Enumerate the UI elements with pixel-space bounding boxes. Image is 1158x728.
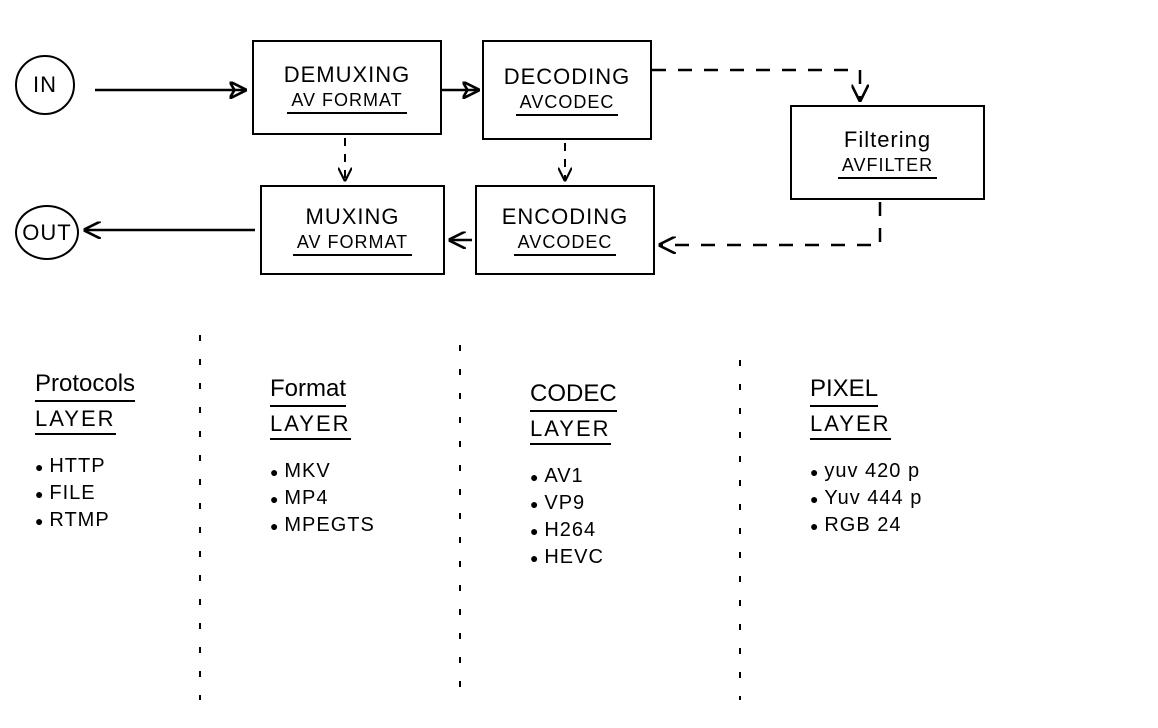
node-encoding: ENCODING AVCODEC: [475, 185, 655, 275]
io-out: OUT: [15, 205, 79, 260]
list-item: H264: [530, 519, 617, 542]
list-item: RGB 24: [810, 514, 922, 537]
layer-codec: CODEC LAYER AV1 VP9 H264 HEVC: [530, 380, 617, 573]
node-encoding-title: ENCODING: [502, 204, 629, 230]
layer-format-sub: LAYER: [270, 411, 351, 440]
layer-codec-list: AV1 VP9 H264 HEVC: [530, 465, 617, 569]
list-item: FILE: [35, 482, 135, 505]
node-demuxing-title: DEMUXING: [284, 62, 411, 88]
list-item: HTTP: [35, 455, 135, 478]
layer-protocols-sub: LAYER: [35, 406, 116, 435]
node-filtering-title: Filtering: [844, 127, 931, 153]
layer-protocols: Protocols LAYER HTTP FILE RTMP: [35, 370, 135, 536]
list-item: HEVC: [530, 546, 617, 569]
layer-pixel-heading: PIXEL: [810, 375, 878, 407]
layer-protocols-list: HTTP FILE RTMP: [35, 455, 135, 532]
node-filtering-lib: AVFILTER: [838, 155, 937, 179]
layer-codec-sub: LAYER: [530, 416, 611, 445]
list-item: yuv 420 p: [810, 460, 922, 483]
node-filtering: Filtering AVFILTER: [790, 105, 985, 200]
list-item: MPEGTS: [270, 514, 375, 537]
edge-filtering-encoding: [660, 202, 880, 245]
node-demuxing-lib: AV FORMAT: [287, 90, 406, 114]
layer-format-list: MKV MP4 MPEGTS: [270, 460, 375, 537]
layer-codec-heading: CODEC: [530, 380, 617, 412]
node-demuxing: DEMUXING AV FORMAT: [252, 40, 442, 135]
node-muxing: MUXING AV FORMAT: [260, 185, 445, 275]
list-item: MKV: [270, 460, 375, 483]
list-item: MP4: [270, 487, 375, 510]
io-out-label: OUT: [22, 220, 71, 246]
list-item: Yuv 444 p: [810, 487, 922, 510]
node-muxing-lib: AV FORMAT: [293, 232, 412, 256]
list-item: AV1: [530, 465, 617, 488]
list-item: RTMP: [35, 509, 135, 532]
io-in-label: IN: [33, 72, 57, 98]
layer-pixel: PIXEL LAYER yuv 420 p Yuv 444 p RGB 24: [810, 375, 922, 541]
io-in: IN: [15, 55, 75, 115]
node-encoding-lib: AVCODEC: [514, 232, 617, 256]
layer-pixel-sub: LAYER: [810, 411, 891, 440]
layer-protocols-heading: Protocols: [35, 370, 135, 402]
node-muxing-title: MUXING: [306, 204, 400, 230]
node-decoding-lib: AVCODEC: [516, 92, 619, 116]
layer-pixel-list: yuv 420 p Yuv 444 p RGB 24: [810, 460, 922, 537]
list-item: VP9: [530, 492, 617, 515]
layer-format: Format LAYER MKV MP4 MPEGTS: [270, 375, 375, 541]
layer-format-heading: Format: [270, 375, 346, 407]
node-decoding: DECODING AVCODEC: [482, 40, 652, 140]
edge-decoding-filtering: [652, 70, 860, 100]
node-decoding-title: DECODING: [504, 64, 631, 90]
